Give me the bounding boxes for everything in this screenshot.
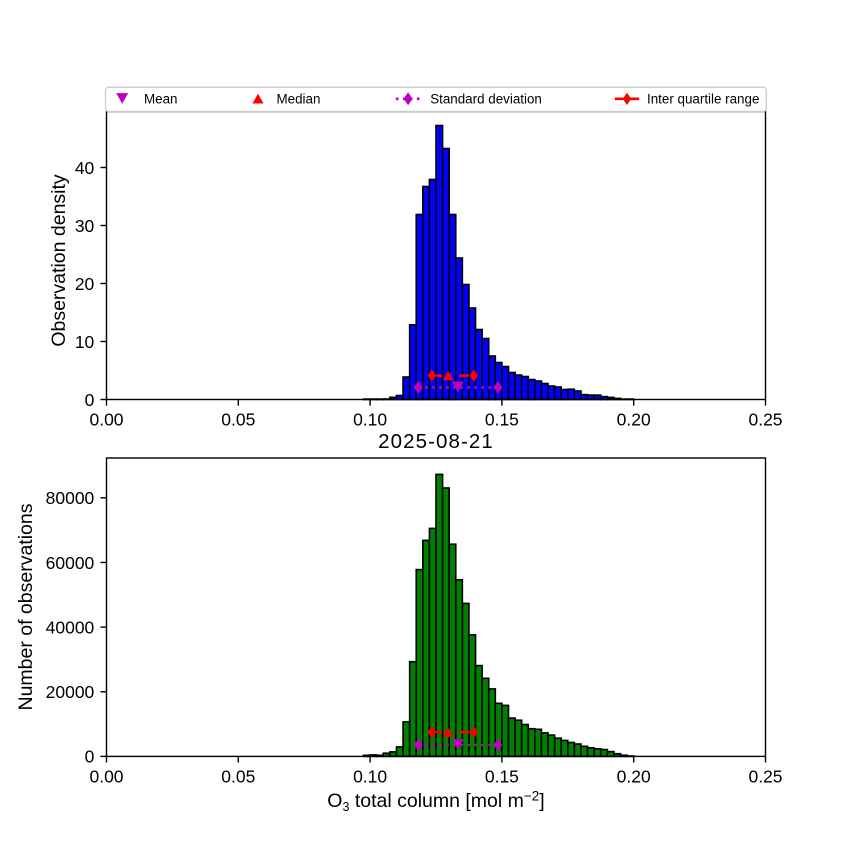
- svg-text:Standard deviation: Standard deviation: [430, 91, 542, 106]
- svg-text:0: 0: [85, 747, 95, 767]
- svg-text:20000: 20000: [46, 682, 95, 702]
- svg-text:40: 40: [75, 158, 95, 178]
- svg-text:20: 20: [75, 274, 95, 294]
- svg-text:Observation density: Observation density: [48, 174, 70, 347]
- svg-text:0.05: 0.05: [221, 410, 255, 430]
- svg-text:80000: 80000: [46, 488, 95, 508]
- svg-text:0.00: 0.00: [89, 410, 123, 430]
- svg-text:0.05: 0.05: [221, 767, 255, 787]
- svg-text:0.10: 0.10: [353, 767, 387, 787]
- svg-text:30: 30: [75, 216, 95, 236]
- svg-text:0.15: 0.15: [485, 410, 519, 430]
- svg-text:Inter quartile range: Inter quartile range: [647, 91, 759, 106]
- svg-text:10: 10: [75, 332, 95, 352]
- svg-text:Mean: Mean: [144, 91, 178, 106]
- svg-text:0.20: 0.20: [617, 767, 651, 787]
- svg-text:0.20: 0.20: [617, 410, 651, 430]
- svg-text:0.00: 0.00: [89, 767, 123, 787]
- svg-text:40000: 40000: [46, 617, 95, 637]
- svg-text:0.25: 0.25: [748, 410, 782, 430]
- svg-text:Median: Median: [277, 91, 321, 106]
- svg-text:0.25: 0.25: [748, 767, 782, 787]
- svg-text:O3 total column [mol m−2]: O3 total column [mol m−2]: [327, 788, 544, 814]
- svg-text:0.15: 0.15: [485, 767, 519, 787]
- svg-text:0.10: 0.10: [353, 410, 387, 430]
- svg-text:2025-08-21: 2025-08-21: [378, 430, 494, 453]
- svg-text:0: 0: [85, 390, 95, 410]
- svg-text:60000: 60000: [46, 553, 95, 573]
- svg-text:Number of observations: Number of observations: [15, 503, 37, 710]
